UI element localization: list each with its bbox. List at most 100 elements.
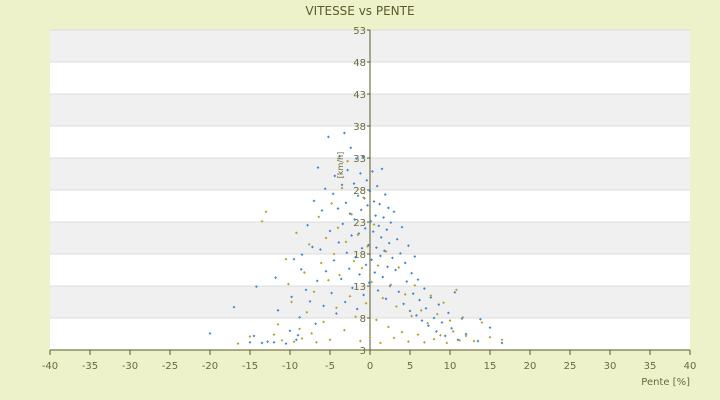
x-tick-label: 20 xyxy=(524,361,537,372)
data-point-blue xyxy=(355,307,359,311)
data-point-blue xyxy=(232,305,236,309)
data-point-olive xyxy=(432,337,436,341)
data-point-blue xyxy=(306,223,309,227)
data-point-olive xyxy=(346,159,349,163)
y-tick-label: 53 xyxy=(353,26,366,37)
data-point-blue xyxy=(385,228,389,232)
data-point-blue xyxy=(340,183,344,187)
x-tick-label: 0 xyxy=(367,361,373,372)
data-point-blue xyxy=(394,268,397,272)
data-point-blue xyxy=(295,338,298,342)
data-point-olive xyxy=(344,240,348,244)
data-point-blue xyxy=(476,339,480,343)
data-point-blue xyxy=(355,157,358,161)
data-point-blue xyxy=(460,317,464,321)
data-point-olive xyxy=(423,340,426,344)
data-point-olive xyxy=(419,308,423,312)
x-tick-label: 5 xyxy=(407,361,413,372)
x-tick-label: 30 xyxy=(604,361,617,372)
data-point-blue xyxy=(354,255,357,259)
data-point-blue xyxy=(343,300,347,304)
data-point-olive xyxy=(332,252,336,256)
data-point-olive xyxy=(360,266,364,270)
data-point-blue xyxy=(488,326,492,329)
data-point-olive xyxy=(343,328,346,332)
x-tick-label: 15 xyxy=(484,361,497,372)
x-tick-label: -15 xyxy=(242,361,258,372)
data-point-olive xyxy=(356,233,360,237)
data-point-blue xyxy=(339,277,343,281)
data-point-blue xyxy=(343,131,346,135)
data-point-olive xyxy=(336,226,340,230)
data-point-blue xyxy=(308,299,312,303)
data-point-blue xyxy=(411,292,415,296)
data-point-blue xyxy=(381,275,385,279)
data-point-olive xyxy=(340,186,344,190)
data-point-olive xyxy=(387,325,390,329)
data-point-blue xyxy=(427,324,430,328)
x-tick-label: -5 xyxy=(325,361,335,372)
data-point-olive xyxy=(260,219,264,223)
data-point-olive xyxy=(307,243,311,246)
x-axis-label: Pente [%] xyxy=(641,377,690,388)
data-point-blue xyxy=(336,207,340,210)
data-point-blue xyxy=(290,295,293,299)
data-point-blue xyxy=(312,199,316,203)
data-point-blue xyxy=(410,271,413,275)
data-point-olive xyxy=(310,331,313,335)
x-tick-label: 10 xyxy=(444,361,457,372)
data-point-blue xyxy=(338,154,341,158)
data-point-blue xyxy=(348,212,352,216)
data-point-blue xyxy=(331,192,335,196)
data-point-blue xyxy=(359,208,363,212)
y-tick-label: 8 xyxy=(360,314,366,325)
y-axis-label: [km/h] xyxy=(336,152,345,178)
data-point-blue xyxy=(361,155,365,159)
data-point-olive xyxy=(338,273,341,277)
data-point-blue xyxy=(432,316,436,320)
data-point-blue xyxy=(371,170,374,173)
data-point-blue xyxy=(387,206,390,210)
data-point-blue xyxy=(255,285,258,289)
data-point-olive xyxy=(322,320,325,324)
data-point-blue xyxy=(364,263,368,267)
data-point-olive xyxy=(298,327,301,331)
data-point-blue xyxy=(300,253,304,257)
data-point-blue xyxy=(248,340,252,344)
data-point-olive xyxy=(397,266,401,269)
y-tick-label: 13 xyxy=(353,282,366,293)
data-point-blue xyxy=(429,296,433,299)
data-point-blue xyxy=(347,267,351,271)
data-point-blue xyxy=(382,216,385,219)
data-point-blue xyxy=(374,214,377,217)
x-tick-label: -40 xyxy=(42,361,58,372)
data-point-blue xyxy=(403,261,407,265)
data-point-olive xyxy=(458,339,461,342)
data-point-olive xyxy=(407,340,410,344)
data-point-olive xyxy=(292,340,296,344)
data-point-blue xyxy=(424,307,428,310)
data-point-blue xyxy=(367,281,371,285)
data-point-blue xyxy=(358,273,361,276)
data-point-blue xyxy=(350,234,353,237)
y-tick-label: 23 xyxy=(353,218,366,229)
x-tick-label: 40 xyxy=(684,361,697,372)
data-point-olive xyxy=(295,231,298,235)
data-point-olive xyxy=(395,305,398,308)
data-point-blue xyxy=(272,340,276,344)
data-point-blue xyxy=(372,200,376,203)
data-point-olive xyxy=(366,244,369,248)
data-point-olive xyxy=(451,330,455,333)
data-point-blue xyxy=(360,246,364,250)
data-point-olive xyxy=(403,292,407,296)
x-tick-label: 25 xyxy=(564,361,577,372)
data-point-blue xyxy=(274,276,277,280)
data-point-olive xyxy=(284,257,288,261)
data-point-olive xyxy=(442,301,445,305)
data-point-olive xyxy=(236,342,240,345)
data-point-blue xyxy=(397,290,401,294)
data-point-blue xyxy=(447,311,450,315)
data-point-blue xyxy=(413,255,417,258)
data-point-blue xyxy=(383,193,387,196)
data-point-olive xyxy=(335,306,338,310)
